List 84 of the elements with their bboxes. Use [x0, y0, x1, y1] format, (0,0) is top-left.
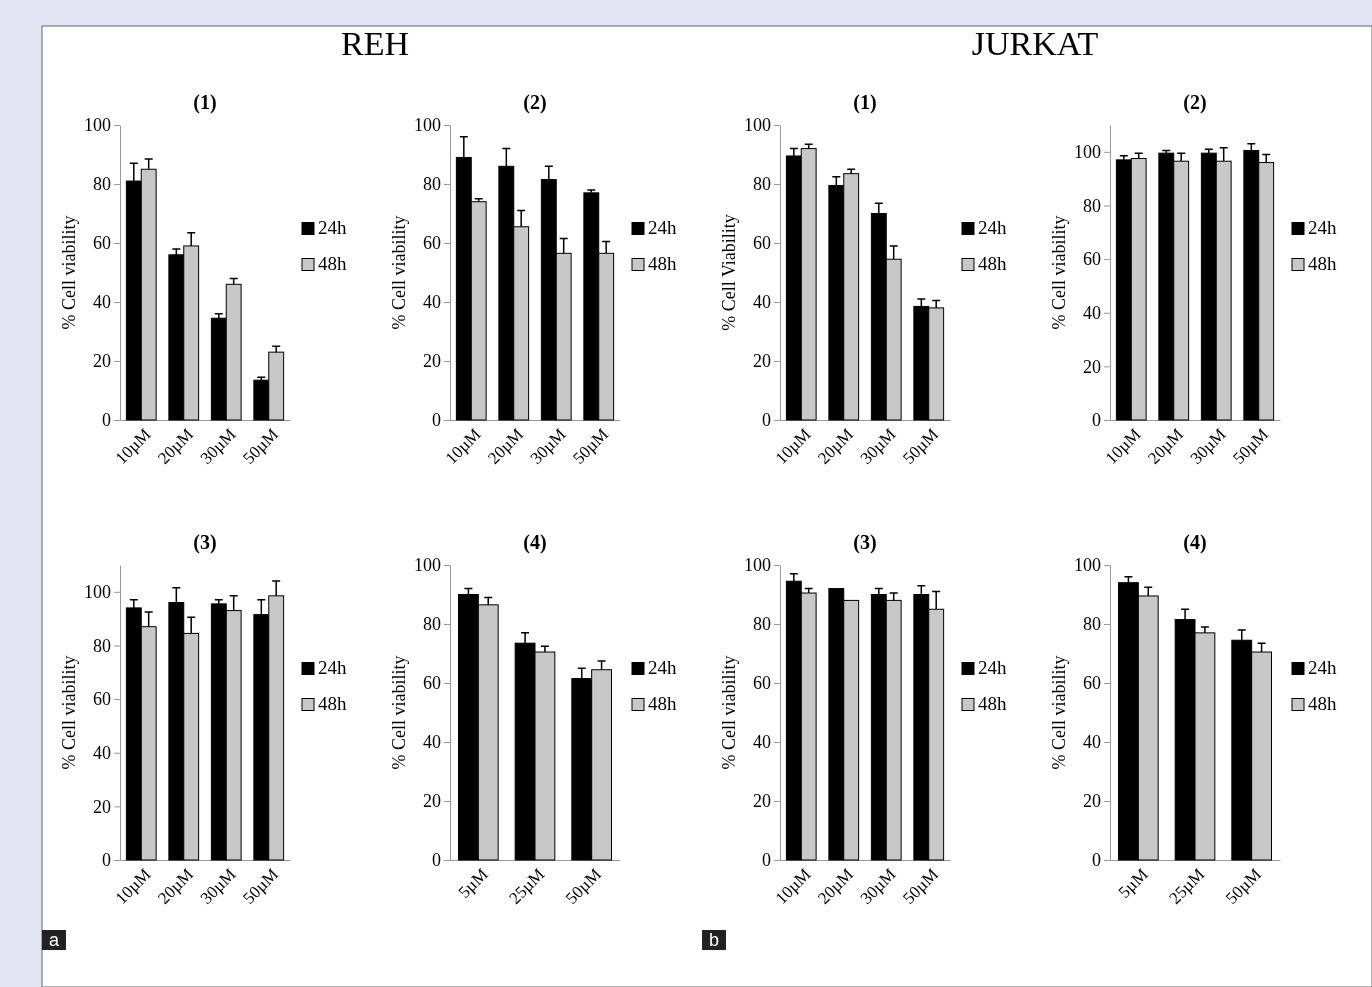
legend-label: 24h: [978, 216, 1007, 238]
y-axis-title: % Cell viability: [1049, 215, 1069, 330]
legend-label: 48h: [648, 252, 677, 274]
text: JURKAT: [971, 25, 1099, 62]
y-tick-label: 60: [753, 233, 771, 254]
y-tick-label: 60: [93, 233, 111, 254]
chart-title: (3): [853, 531, 877, 554]
y-tick-label: 80: [753, 174, 771, 195]
y-tick-label: 40: [423, 292, 441, 313]
y-tick-label: 80: [753, 614, 771, 635]
y-tick-label: 100: [414, 115, 441, 136]
y-tick-label: 40: [1083, 732, 1101, 753]
y-tick-label: 0: [432, 410, 441, 431]
y-tick-label: 20: [753, 351, 771, 372]
y-axis-title: % Cell viability: [389, 655, 409, 770]
y-tick-label: 60: [423, 233, 441, 254]
legend-label: 48h: [978, 692, 1007, 714]
legend-label: 24h: [648, 216, 677, 238]
y-tick-label: 60: [93, 689, 111, 710]
y-axis-title: % Cell viability: [59, 655, 79, 770]
y-tick-label: 0: [102, 410, 111, 431]
y-tick-label: 80: [1083, 195, 1101, 216]
y-tick-label: 20: [1083, 356, 1101, 377]
y-tick-label: 60: [1083, 673, 1101, 694]
y-axis-title: % Cell viability: [59, 215, 79, 330]
y-tick-label: 20: [423, 351, 441, 372]
legend-label: 48h: [1308, 252, 1337, 274]
y-tick-label: 80: [1083, 614, 1101, 635]
y-tick-label: 20: [93, 351, 111, 372]
y-tick-label: 20: [1083, 791, 1101, 812]
chart-title: (3): [193, 531, 217, 554]
legend-label: 24h: [318, 216, 347, 238]
chart-title: (4): [523, 531, 547, 554]
chart-title: (4): [1183, 531, 1207, 554]
y-tick-label: 20: [753, 791, 771, 812]
y-tick-label: 0: [432, 850, 441, 871]
y-tick-label: 40: [753, 732, 771, 753]
y-tick-label: 40: [93, 742, 111, 763]
y-tick-label: 60: [423, 673, 441, 694]
y-tick-label: 60: [1083, 249, 1101, 270]
legend-label: 48h: [1308, 692, 1337, 714]
y-tick-label: 40: [93, 292, 111, 313]
y-tick-label: 0: [1092, 410, 1101, 431]
y-tick-label: 80: [423, 614, 441, 635]
legend-label: 24h: [648, 656, 677, 678]
chart-title: (1): [193, 91, 217, 114]
y-axis-title: % Cell viability: [1049, 655, 1069, 770]
y-tick-label: 20: [423, 791, 441, 812]
y-tick-label: 100: [84, 582, 111, 603]
y-tick-label: 40: [1083, 302, 1101, 323]
y-axis-title: % Cell viability: [389, 215, 409, 330]
legend-label: 24h: [978, 656, 1007, 678]
y-tick-label: 20: [93, 796, 111, 817]
chart-title: (2): [1183, 91, 1207, 114]
legend-label: 48h: [318, 692, 347, 714]
y-tick-label: 80: [423, 174, 441, 195]
text: REH: [341, 25, 409, 62]
y-tick-label: 40: [753, 292, 771, 313]
legend-label: 48h: [648, 692, 677, 714]
y-tick-label: 60: [753, 673, 771, 694]
y-tick-label: 0: [1092, 850, 1101, 871]
y-tick-label: 100: [1074, 142, 1101, 163]
legend-label: 24h: [1308, 656, 1337, 678]
y-tick-label: 0: [762, 850, 771, 871]
chart-title: (1): [853, 91, 877, 114]
y-tick-label: 100: [414, 555, 441, 576]
y-tick-label: 80: [93, 635, 111, 656]
y-tick-label: 100: [744, 115, 771, 136]
text: a: [48, 930, 60, 950]
legend-label: 24h: [318, 656, 347, 678]
y-tick-label: 0: [762, 410, 771, 431]
y-tick-label: 100: [744, 555, 771, 576]
legend-label: 48h: [318, 252, 347, 274]
y-axis-title: % Cell viability: [719, 655, 739, 770]
y-tick-label: 80: [93, 174, 111, 195]
y-axis-title: % Cell Viability: [719, 214, 739, 331]
legend-label: 48h: [978, 252, 1007, 274]
y-tick-label: 0: [102, 850, 111, 871]
y-tick-label: 100: [1074, 555, 1101, 576]
legend-label: 24h: [1308, 216, 1337, 238]
chart-title: (2): [523, 91, 547, 114]
y-tick-label: 100: [84, 115, 111, 136]
y-tick-label: 40: [423, 732, 441, 753]
text: b: [708, 930, 720, 950]
